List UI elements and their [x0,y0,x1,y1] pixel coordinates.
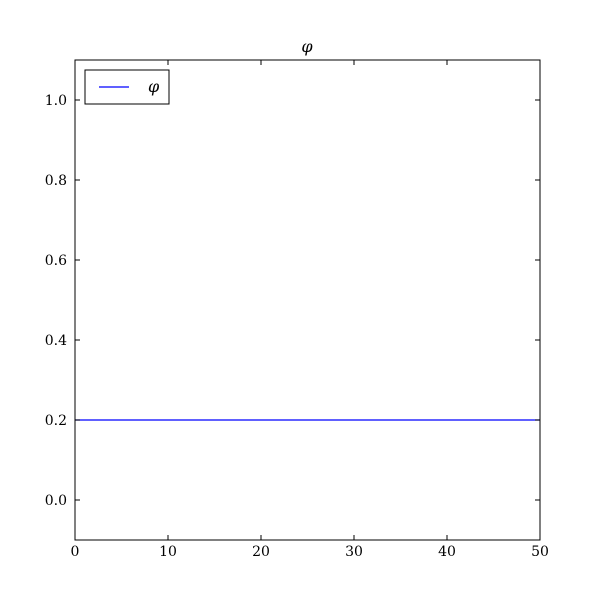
x-tick-label: 50 [531,544,549,560]
y-tick-label: 0.2 [45,413,67,429]
x-tick-label: 0 [71,544,80,560]
x-tick-label: 20 [252,544,270,560]
y-tick-label: 0.6 [45,253,67,269]
legend-label: φ [148,77,160,96]
y-tick-label: 0.4 [45,333,67,349]
chart-title: φ [301,37,313,56]
y-tick-label: 0.0 [45,493,67,509]
y-tick-label: 0.8 [45,173,67,189]
legend: φ [84,69,170,105]
y-tick-label: 1.0 [45,93,67,109]
x-tick-label: 30 [345,544,363,560]
plot-frame [74,59,541,541]
x-tick-label: 40 [438,544,456,560]
x-tick-label: 10 [159,544,177,560]
